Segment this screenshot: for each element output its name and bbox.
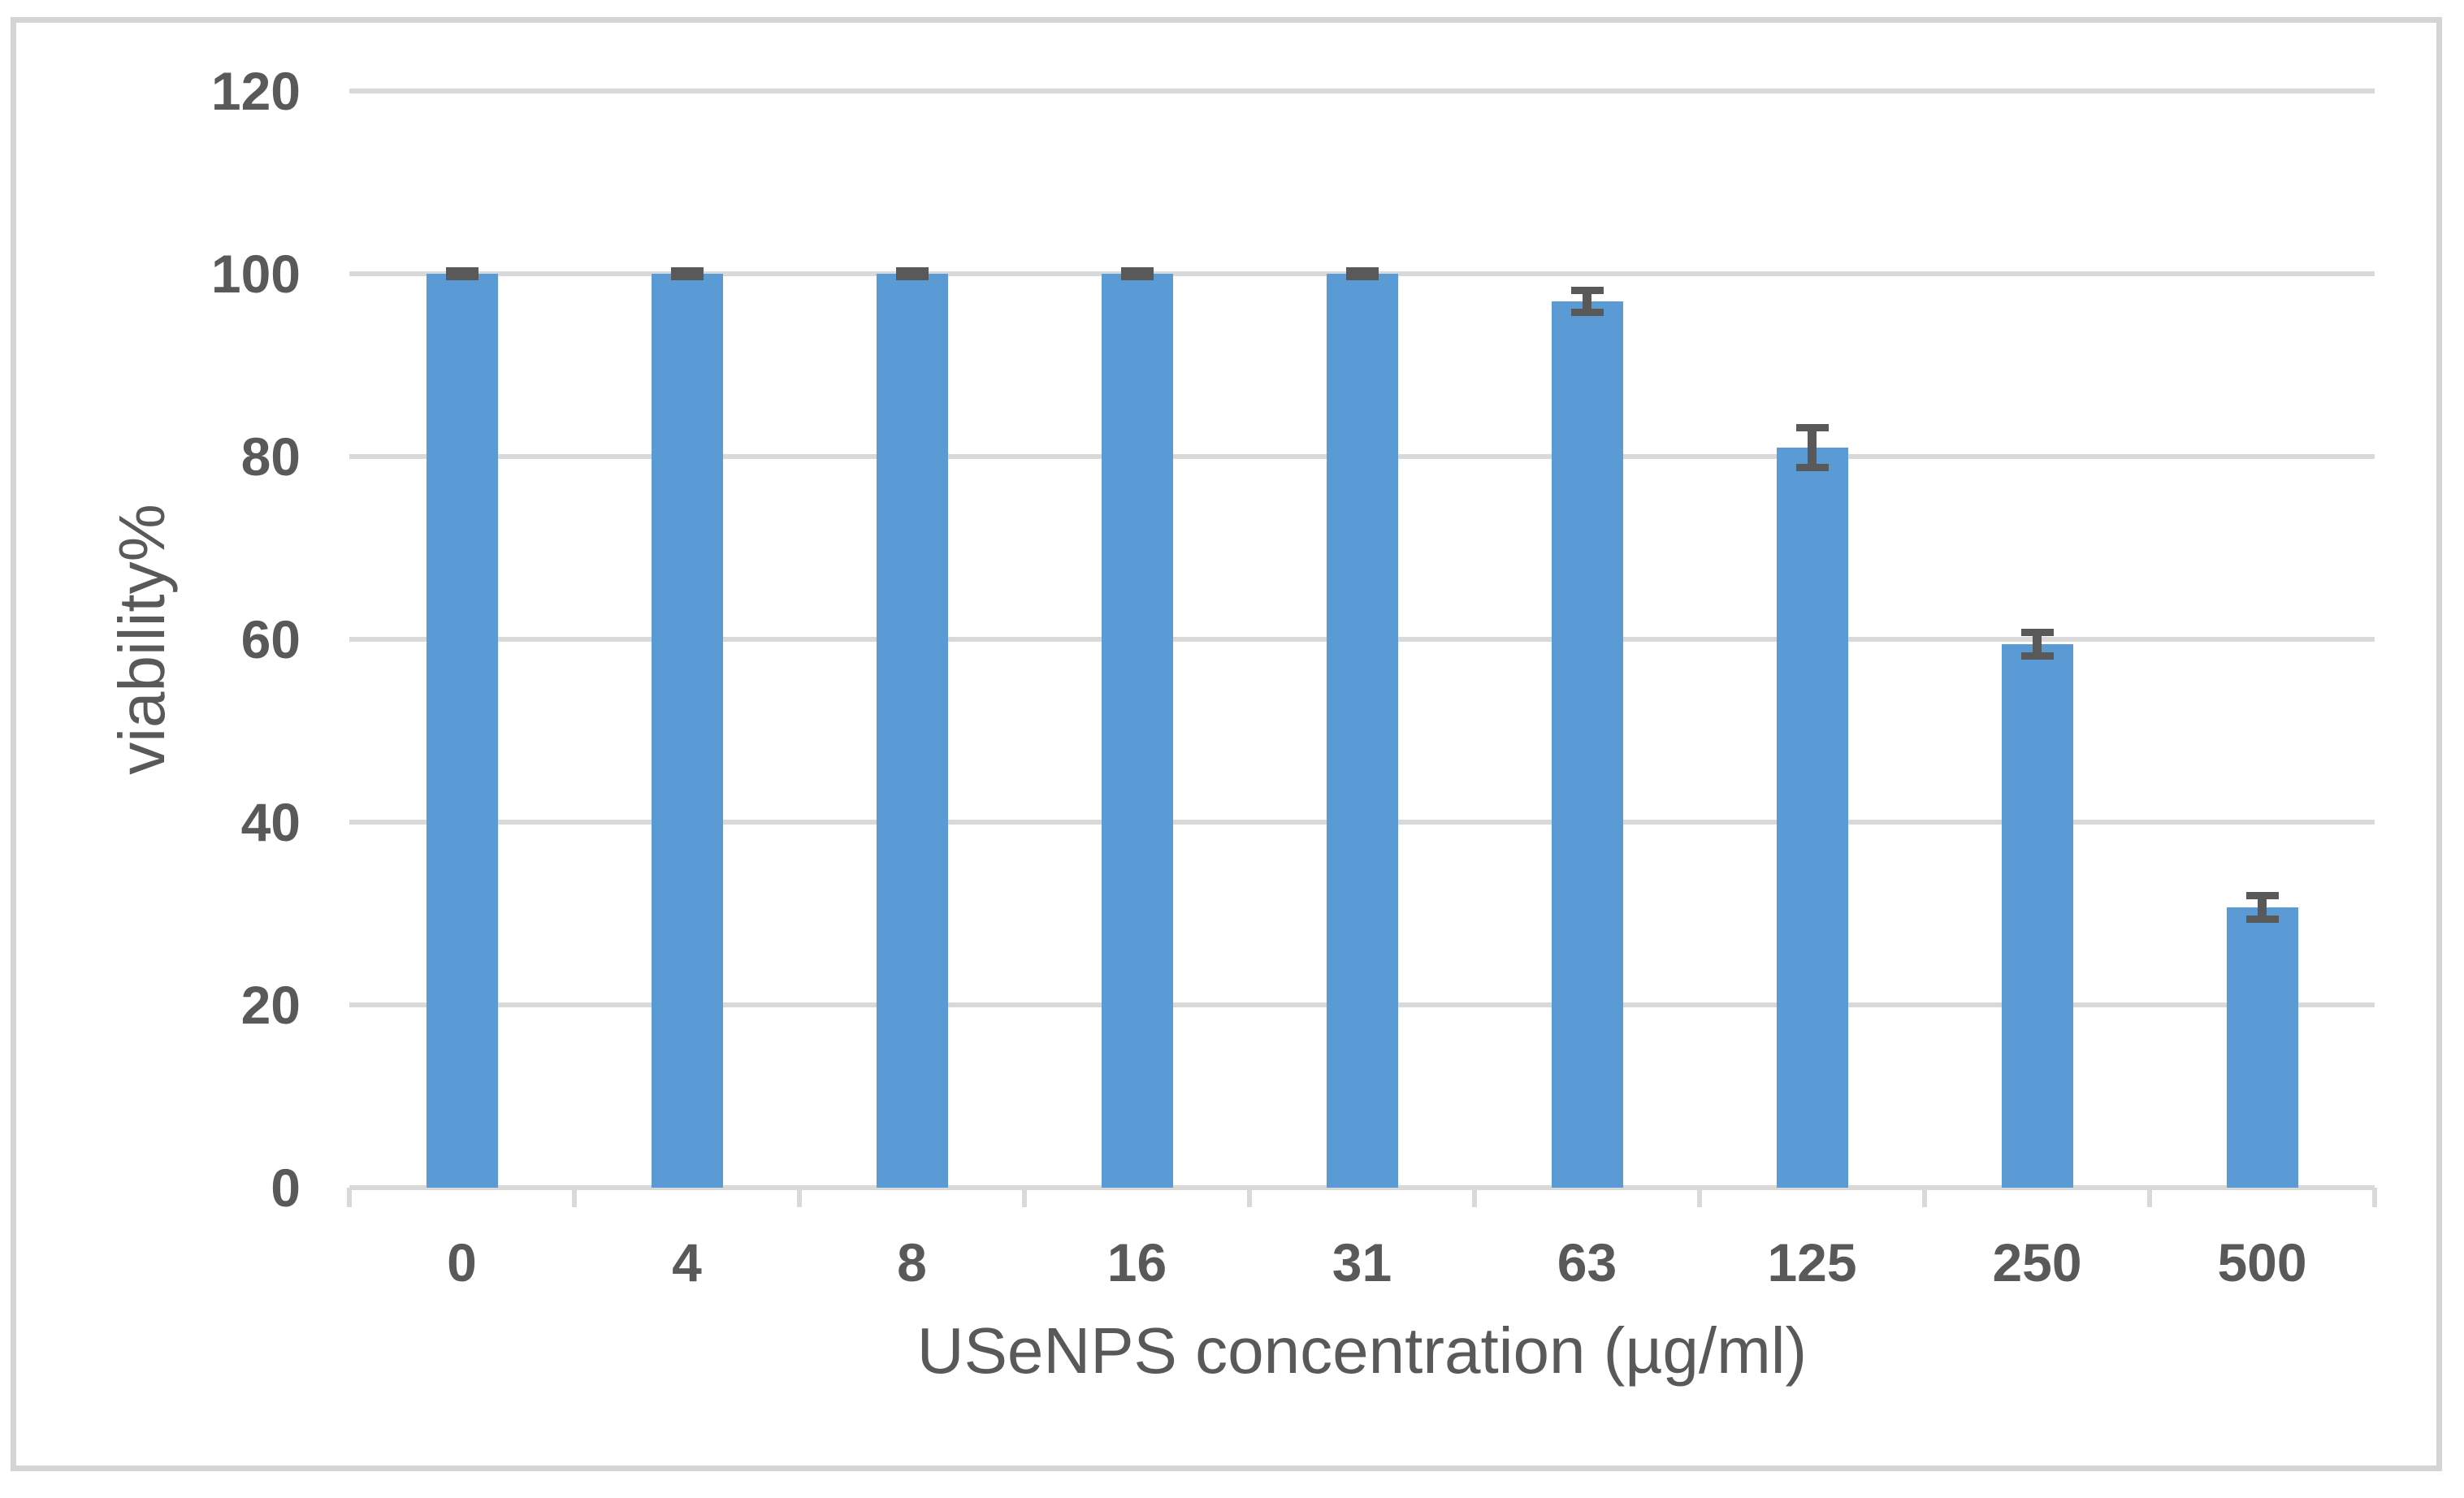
bar-16 — [1101, 274, 1173, 1188]
error-bar-cap-bottom — [1345, 272, 1379, 280]
x-tick-label-250: 250 — [1992, 1232, 2082, 1292]
x-axis-tick — [1697, 1188, 1702, 1207]
x-axis-tick — [572, 1188, 577, 1207]
error-bar-cap-bottom — [895, 272, 929, 280]
bar-31 — [1326, 274, 1398, 1188]
x-axis-tick — [1922, 1188, 1927, 1207]
x-tick-label-4: 4 — [672, 1232, 702, 1292]
y-tick-label-20: 20 — [240, 975, 301, 1035]
y-tick-label-0: 0 — [271, 1158, 301, 1218]
error-bar-line — [2033, 632, 2042, 656]
y-tick-label-120: 120 — [210, 61, 301, 121]
error-bar-line — [1808, 427, 1817, 468]
x-tick-label-500: 500 — [2217, 1232, 2307, 1292]
y-tick-label-60: 60 — [240, 609, 301, 669]
error-bar-cap-bottom — [1120, 272, 1154, 280]
bar-8 — [876, 274, 948, 1188]
bar-250 — [2001, 643, 2073, 1188]
error-bar-cap-bottom — [2245, 915, 2279, 923]
error-bar-cap-bottom — [2020, 652, 2054, 660]
y-axis-title: viability% — [106, 504, 178, 775]
error-bar-cap-bottom — [1570, 308, 1604, 316]
error-bar-cap-top — [670, 267, 704, 275]
error-bar-cap-top — [895, 267, 929, 275]
error-bar-cap-top — [445, 267, 479, 275]
error-bar-cap-top — [1795, 423, 1829, 431]
error-bar-cap-top — [1570, 286, 1604, 294]
x-tick-label-31: 31 — [1332, 1232, 1392, 1292]
gridline-y-120 — [349, 89, 2375, 93]
error-bar-cap-top — [2245, 891, 2279, 899]
bar-4 — [651, 274, 723, 1188]
x-tick-label-8: 8 — [897, 1232, 927, 1292]
x-axis-title: USeNPS concentration (µg/ml) — [916, 1314, 1808, 1387]
x-axis-tick — [797, 1188, 802, 1207]
x-tick-label-125: 125 — [1767, 1232, 1857, 1292]
x-axis-tick — [347, 1188, 352, 1207]
error-bar-line — [2258, 895, 2267, 920]
chart-outer-border — [11, 17, 2442, 1471]
x-axis-tick — [2147, 1188, 2152, 1207]
y-tick-label-80: 80 — [240, 426, 301, 487]
error-bar-cap-bottom — [445, 272, 479, 280]
error-bar-cap-bottom — [1795, 464, 1829, 471]
error-bar-cap-top — [1120, 267, 1154, 275]
error-bar-cap-top — [2020, 628, 2054, 636]
bar-63 — [1551, 301, 1623, 1188]
error-bar-cap-bottom — [670, 272, 704, 280]
bar-125 — [1776, 447, 1848, 1188]
x-axis-line — [349, 1185, 2375, 1190]
x-axis-tick — [1022, 1188, 1027, 1207]
error-bar-cap-top — [1345, 267, 1379, 275]
x-tick-label-0: 0 — [447, 1232, 477, 1292]
x-axis-tick — [1472, 1188, 1477, 1207]
bar-0 — [426, 274, 498, 1188]
x-tick-label-16: 16 — [1106, 1232, 1167, 1292]
x-axis-tick — [2372, 1188, 2377, 1207]
bar-500 — [2226, 907, 2298, 1188]
x-tick-label-63: 63 — [1557, 1232, 1617, 1292]
error-bar-line — [1583, 290, 1591, 313]
y-tick-label-100: 100 — [210, 244, 301, 304]
y-tick-label-40: 40 — [240, 792, 301, 852]
x-axis-tick — [1247, 1188, 1252, 1207]
